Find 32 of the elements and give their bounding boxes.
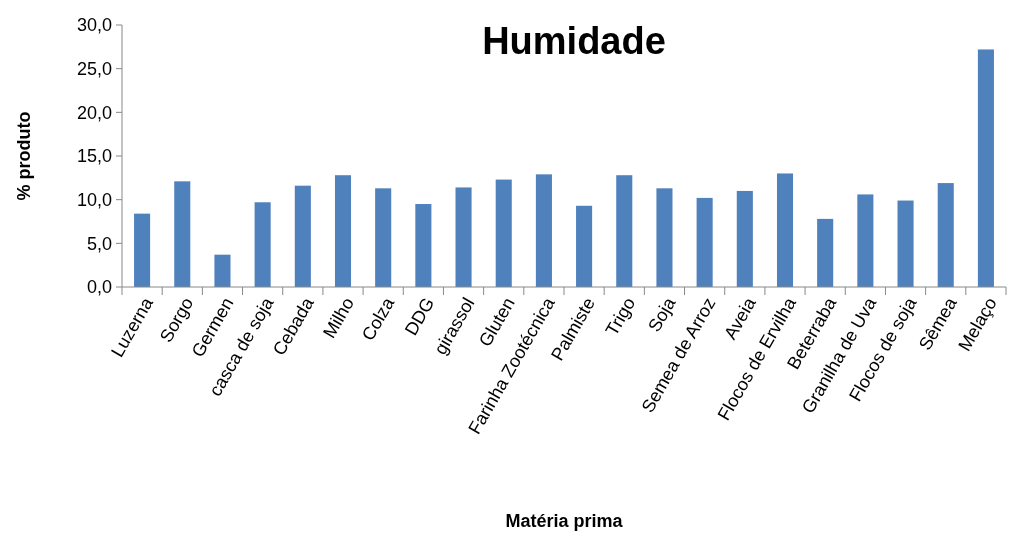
bar — [776, 173, 794, 287]
bar — [214, 254, 231, 287]
bar — [857, 194, 874, 287]
y-tick-label: 20,0 — [76, 102, 112, 123]
bar — [656, 188, 673, 287]
bar — [977, 49, 994, 287]
y-axis-title: % produto — [14, 111, 34, 201]
bar — [455, 187, 472, 287]
bar — [134, 213, 151, 287]
y-tick-label: 0,0 — [86, 277, 112, 298]
bar — [495, 179, 512, 287]
y-tick-label: 5,0 — [86, 233, 112, 254]
bar — [937, 183, 954, 287]
bar — [576, 205, 593, 287]
y-tick-label: 25,0 — [76, 58, 112, 79]
bar — [174, 181, 191, 287]
bar — [817, 218, 834, 287]
bar — [696, 197, 713, 287]
y-tick-label: 15,0 — [76, 146, 112, 167]
x-axis-title: Matéria prima — [505, 511, 624, 531]
bar — [254, 202, 271, 287]
bar — [334, 175, 352, 287]
bar — [294, 185, 311, 287]
bar — [415, 204, 432, 287]
y-tick-label: 10,0 — [76, 189, 112, 210]
chart-title: Humidade — [482, 20, 666, 62]
bar — [616, 175, 633, 287]
bar — [897, 200, 914, 287]
bar — [736, 190, 753, 287]
bar — [535, 174, 552, 287]
y-tick-label: 30,0 — [76, 15, 112, 36]
bar — [375, 188, 392, 287]
